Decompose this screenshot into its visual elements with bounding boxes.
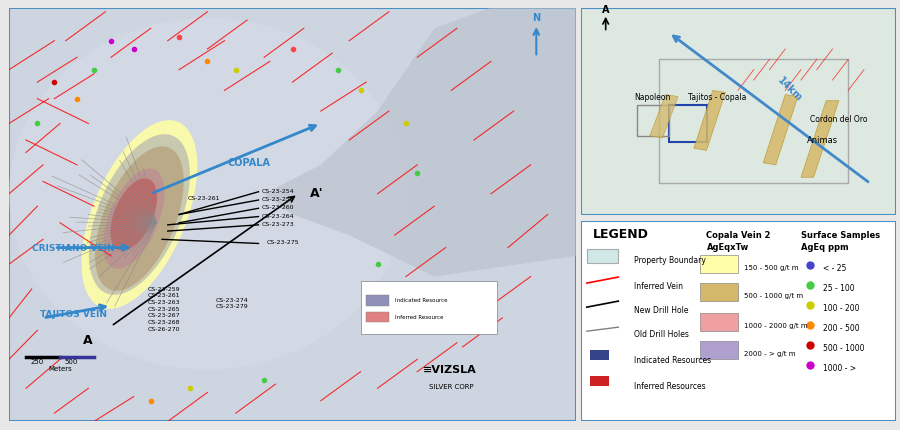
Text: Cordon del Oro: Cordon del Oro [811, 115, 868, 124]
Text: 200 - 500: 200 - 500 [823, 323, 860, 332]
Text: CS-23-261: CS-23-261 [148, 293, 180, 298]
Text: 150 - 500 g/t m: 150 - 500 g/t m [744, 264, 799, 270]
Polygon shape [694, 91, 725, 151]
Bar [669, 106, 707, 143]
Bar [590, 350, 608, 360]
Text: 500: 500 [65, 359, 78, 365]
Text: CS-23-274: CS-23-274 [216, 297, 248, 302]
Text: CS-23-254: CS-23-254 [261, 188, 294, 194]
Polygon shape [580, 221, 896, 421]
Text: Inferred Resources: Inferred Resources [634, 381, 706, 390]
Text: CS-23-258: CS-23-258 [261, 197, 293, 202]
Text: 250: 250 [31, 359, 44, 365]
Text: COPALA: COPALA [228, 157, 270, 167]
Text: 1000 - >: 1000 - > [823, 363, 856, 372]
Bar [700, 341, 738, 359]
Text: A: A [83, 333, 93, 346]
Text: CS-23-260: CS-23-260 [261, 205, 293, 210]
Text: CS-23-268: CS-23-268 [148, 319, 180, 324]
Polygon shape [650, 95, 679, 138]
Bar [366, 295, 389, 306]
Text: LEGEND: LEGEND [593, 227, 649, 240]
Polygon shape [763, 95, 798, 166]
Bar [366, 312, 389, 322]
Text: CRISTIANO VEIN: CRISTIANO VEIN [32, 243, 114, 252]
Text: Animas: Animas [807, 136, 839, 145]
Text: SILVER CORP: SILVER CORP [428, 384, 473, 390]
Text: Property Boundary: Property Boundary [634, 255, 706, 264]
Text: A': A' [310, 187, 323, 200]
Ellipse shape [82, 121, 197, 309]
Text: Surface Samples: Surface Samples [801, 230, 880, 240]
Text: CS-23-279: CS-23-279 [216, 304, 248, 308]
Bar [590, 376, 608, 387]
Bar [637, 106, 669, 137]
Text: 25 - 100: 25 - 100 [823, 283, 855, 292]
Ellipse shape [103, 169, 165, 269]
Text: Indicated Resources: Indicated Resources [634, 355, 711, 364]
Text: Inferred Vein: Inferred Vein [634, 281, 683, 290]
Text: Indicated Resource: Indicated Resource [394, 298, 447, 303]
Bar [700, 283, 738, 301]
Text: A: A [602, 5, 609, 15]
Text: 2000 - > g/t m: 2000 - > g/t m [744, 350, 796, 356]
Text: 500 - 1000: 500 - 1000 [823, 343, 865, 352]
Ellipse shape [95, 147, 184, 291]
Bar [700, 313, 738, 332]
Text: Napoleon: Napoleon [634, 92, 670, 101]
Text: < - 25: < - 25 [823, 263, 846, 272]
Text: TAJITOS VEIN: TAJITOS VEIN [40, 309, 107, 318]
Text: AgEq ppm: AgEq ppm [801, 243, 849, 252]
Text: Tajitos - Copala: Tajitos - Copala [688, 92, 746, 101]
Polygon shape [265, 9, 576, 277]
Text: 1000 - 2000 g/t m: 1000 - 2000 g/t m [744, 322, 808, 329]
Polygon shape [801, 101, 839, 178]
Text: ≡VIZSLA: ≡VIZSLA [423, 364, 477, 374]
Text: CS-26-270: CS-26-270 [148, 326, 180, 331]
Bar [700, 255, 738, 273]
Text: CS-23-259: CS-23-259 [148, 286, 181, 291]
Text: CS-23-273: CS-23-273 [261, 221, 294, 226]
Bar [587, 249, 618, 264]
Text: CS-23-275: CS-23-275 [267, 240, 300, 245]
Polygon shape [9, 9, 576, 421]
Text: AgEqxTw: AgEqxTw [706, 243, 749, 252]
Text: 14km: 14km [776, 75, 805, 104]
Ellipse shape [89, 135, 190, 295]
Bar [361, 281, 497, 335]
Ellipse shape [111, 179, 157, 251]
Text: CS-23-265: CS-23-265 [148, 306, 180, 311]
Text: 100 - 200: 100 - 200 [823, 303, 860, 312]
Text: Copala Vein 2: Copala Vein 2 [706, 230, 771, 240]
Text: New Drill Hole: New Drill Hole [634, 305, 688, 314]
Text: 500 - 1000 g/t m: 500 - 1000 g/t m [744, 292, 804, 298]
Text: N: N [532, 13, 540, 23]
Text: CS-23-263: CS-23-263 [148, 299, 181, 304]
Polygon shape [580, 9, 896, 215]
Text: CS-23-261: CS-23-261 [187, 195, 220, 200]
Ellipse shape [9, 19, 406, 370]
Text: CS-23-264: CS-23-264 [261, 213, 294, 218]
Text: CS-23-267: CS-23-267 [148, 313, 181, 317]
Text: Inferred Resource: Inferred Resource [394, 314, 443, 319]
Text: Meters: Meters [49, 365, 72, 371]
Text: Old Drill Holes: Old Drill Holes [634, 329, 688, 338]
